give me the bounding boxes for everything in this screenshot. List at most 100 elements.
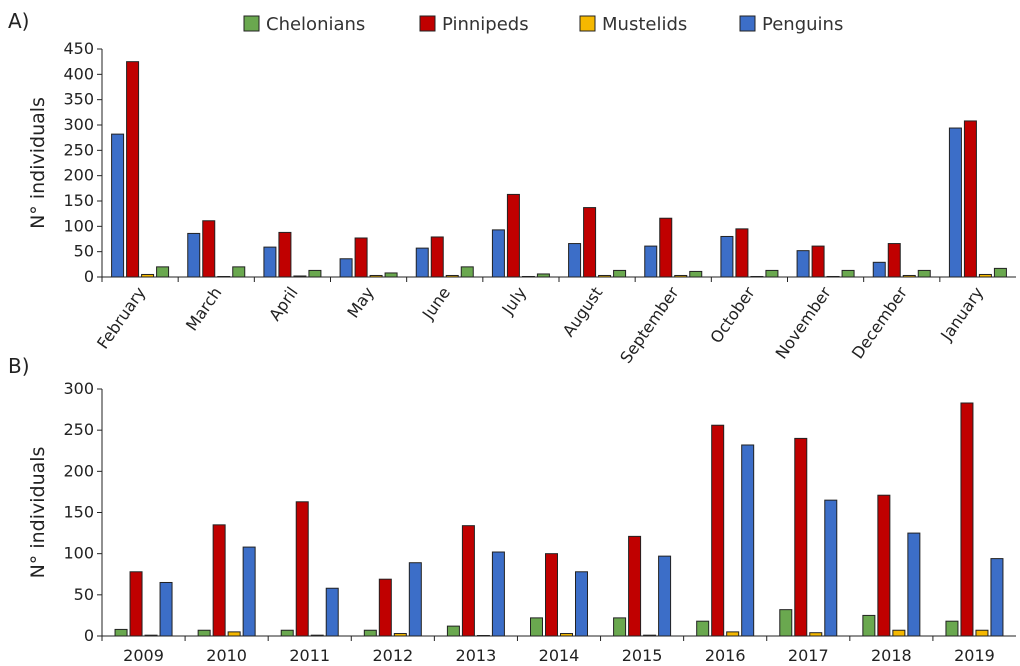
panel-a-bar-penguins-january xyxy=(948,127,962,278)
panel-b-x-tick-label-2015: 2015 xyxy=(622,646,663,665)
panel-b-bar-pinnipeds-2014 xyxy=(545,553,558,637)
panel-b-bar-pinnipeds-2012 xyxy=(378,578,392,637)
panel-b-bar-chelonians-2017 xyxy=(779,609,793,637)
panel-a-bar-pinnipeds-january xyxy=(963,120,977,278)
panel-b-x-tick-label-2016: 2016 xyxy=(705,646,746,665)
panel-a-bar-chelonians-january xyxy=(993,267,1007,278)
panel-a-x-tick-label-october: October xyxy=(706,283,759,347)
panel-b-chart: B) N° individuals 0 50 100 150 200 250 300 2009 20… xyxy=(8,354,1016,665)
legend-swatch-mustelids xyxy=(579,15,596,32)
panel-a-x-tick-label-january: January xyxy=(936,283,987,344)
panel-b-bar-mustelids-2012 xyxy=(393,633,407,637)
panel-a-bar-penguins-april xyxy=(263,246,277,278)
panel-b-bar-pinnipeds-2017 xyxy=(794,437,808,637)
panel-a-bar-pinnipeds-february xyxy=(126,61,140,278)
panel-b-x-tick-label-2011: 2011 xyxy=(289,646,330,665)
panel-b-y-tick-label: 200 xyxy=(63,461,94,480)
panel-a-bar-penguins-february xyxy=(111,133,125,278)
panel-b-bar-chelonians-2015 xyxy=(613,617,627,637)
panel-a-bar-penguins-august xyxy=(568,243,582,278)
panel-b-bar-pinnipeds-2015 xyxy=(628,535,642,637)
panel-a-bar-mustelids-august xyxy=(598,274,612,278)
panel-b-bar-chelonians-2011 xyxy=(280,629,294,637)
legend-swatch-pinnipeds xyxy=(419,15,436,32)
panel-b-bar-mustelids-2015 xyxy=(643,634,657,637)
panel-a-y-axis-title: N° individuals xyxy=(27,97,49,229)
panel-a-bar-mustelids-march xyxy=(217,276,231,278)
panel-a-bar-mustelids-june xyxy=(445,274,459,278)
panel-b-y-tick-label: 100 xyxy=(63,544,94,563)
panel-a-y-tick-label: 350 xyxy=(63,90,94,109)
panel-b-x-tick-label-2009: 2009 xyxy=(123,646,164,665)
panel-a-bar-pinnipeds-november xyxy=(811,245,825,278)
panel-a-x-tick-label-september: September xyxy=(616,283,683,367)
panel-b-bar-mustelids-2018 xyxy=(892,629,906,637)
panel-b-bar-penguins-2012 xyxy=(408,562,422,637)
legend-item-mustelids: Mustelids xyxy=(579,14,687,35)
panel-b-bar-mustelids-2016 xyxy=(726,631,740,637)
panel-a-bar-penguins-november xyxy=(796,250,810,278)
panel-a-x-tick-label-april: April xyxy=(265,283,302,324)
legend-label-mustelids: Mustelids xyxy=(602,14,687,35)
panel-a-bar-mustelids-november xyxy=(826,275,840,278)
panel-a-bar-mustelids-september xyxy=(674,274,688,278)
legend: Chelonians Pinnipeds Mustelids Penguins xyxy=(243,14,843,35)
panel-a-bar-mustelids-may xyxy=(369,274,383,278)
panel-a-y-tick-label: 50 xyxy=(74,242,94,261)
panel-a-bar-pinnipeds-may xyxy=(354,237,368,278)
panel-b-bar-pinnipeds-2013 xyxy=(461,525,475,637)
panel-b-bar-mustelids-2019 xyxy=(975,629,989,637)
panel-b-x-tick-label-2018: 2018 xyxy=(871,646,912,665)
panel-b-label: B) xyxy=(8,354,30,378)
panel-a-bar-chelonians-october xyxy=(765,269,779,278)
panel-b-bar-mustelids-2010 xyxy=(227,631,241,637)
panel-b-bar-chelonians-2013 xyxy=(446,625,460,637)
panel-a-bar-chelonians-february xyxy=(156,266,170,278)
legend-item-chelonians: Chelonians xyxy=(243,14,365,35)
panel-b-bar-penguins-2015 xyxy=(658,555,672,637)
legend-item-penguins: Penguins xyxy=(739,14,843,35)
panel-a-y-tick-label: 0 xyxy=(84,267,94,286)
panel-a-bar-pinnipeds-march xyxy=(202,220,216,278)
panel-a-bar-penguins-may xyxy=(339,258,353,278)
panel-a-y-tick-label: 200 xyxy=(63,166,94,185)
panel-a-bar-penguins-march xyxy=(187,232,201,278)
panel-b-bar-penguins-2019 xyxy=(990,558,1004,637)
panel-a-bar-penguins-december xyxy=(872,261,886,278)
panel-a-y-tick-label: 400 xyxy=(63,64,94,83)
panel-a-x-tick-label-march: March xyxy=(182,283,226,334)
legend-swatch-penguins xyxy=(739,15,756,32)
panel-b-bar-mustelids-2013 xyxy=(476,635,490,637)
panel-a-bar-chelonians-september xyxy=(689,270,703,278)
panel-a-bar-chelonians-july xyxy=(536,273,550,278)
panel-a-bar-chelonians-june xyxy=(460,266,474,278)
panel-b-x-tick-label-2010: 2010 xyxy=(206,646,247,665)
panel-b-x-tick-label-2013: 2013 xyxy=(456,646,497,665)
panel-a-bar-chelonians-may xyxy=(384,272,398,278)
panel-a-y-tick-label: 250 xyxy=(63,140,94,159)
panel-b-bar-penguins-2009 xyxy=(159,581,173,637)
panel-b-bar-penguins-2010 xyxy=(242,546,256,637)
panel-a-bar-pinnipeds-october xyxy=(735,228,749,278)
panel-a-bar-penguins-september xyxy=(644,245,658,278)
panel-b-bar-chelonians-2012 xyxy=(363,629,377,637)
panel-a-x-tick-label-november: November xyxy=(772,283,836,362)
panel-a-bar-pinnipeds-august xyxy=(583,207,597,278)
panel-a-bar-mustelids-january xyxy=(978,273,992,278)
panel-b-bar-mustelids-2009 xyxy=(144,634,158,637)
panel-a-bar-pinnipeds-september xyxy=(659,217,673,278)
panel-b-y-tick-label: 50 xyxy=(74,585,94,604)
panel-a-y-tick-label: 300 xyxy=(63,115,94,134)
panel-b-y-axis-title: N° individuals xyxy=(27,447,49,579)
panel-b-bar-mustelids-2017 xyxy=(809,632,823,637)
panel-b-x-tick-label-2017: 2017 xyxy=(788,646,829,665)
panel-a-bar-chelonians-april xyxy=(308,269,322,278)
panel-a-bar-mustelids-december xyxy=(902,274,916,278)
panel-b-bar-penguins-2014 xyxy=(575,571,588,637)
panel-b-bar-pinnipeds-2010 xyxy=(212,524,226,637)
legend-label-chelonians: Chelonians xyxy=(266,14,365,35)
panel-a-label: A) xyxy=(8,9,29,33)
panel-a-y-tick-label: 100 xyxy=(63,216,94,235)
panel-b-x-tick-label-2014: 2014 xyxy=(539,646,580,665)
panel-a-chart: A) N° individuals 0 50 100 150 200 250 300 350 400… xyxy=(8,9,1016,367)
